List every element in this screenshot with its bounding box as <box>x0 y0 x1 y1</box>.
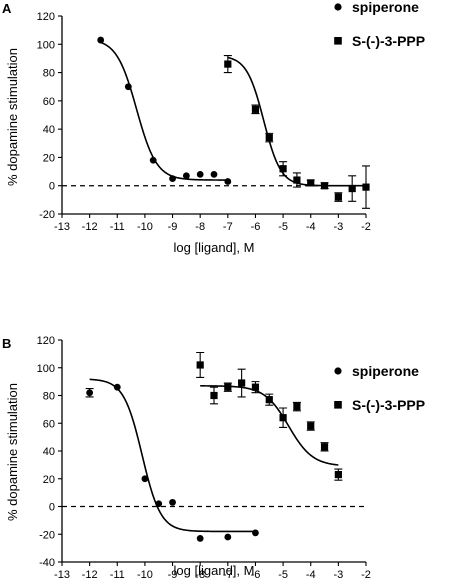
y-tick-label: -20 <box>39 209 55 221</box>
x-tick-label: -5 <box>278 569 288 578</box>
ppp-data-point <box>293 403 301 411</box>
y-tick-label: 0 <box>49 181 55 193</box>
legend-label-ppp: S-(-)-3-PPP <box>352 397 425 413</box>
legend-marker-spiperone <box>334 367 342 375</box>
ppp-data-point <box>210 391 218 400</box>
ppp-data-point <box>307 422 315 430</box>
ppp-data-point <box>293 176 301 184</box>
spiperone-data-point <box>210 171 218 178</box>
spiperone-data-point <box>86 389 94 397</box>
ppp-data-point <box>251 383 260 391</box>
ppp-data-point <box>265 396 273 404</box>
x-tick-label: -5 <box>278 221 288 233</box>
spiperone-data-point <box>196 535 204 542</box>
y-tick-label: -40 <box>39 557 55 569</box>
spiperone-data-point <box>149 156 157 164</box>
x-tick-label: -11 <box>110 569 125 578</box>
ppp-data-point <box>265 134 273 142</box>
legend-marker-ppp <box>334 37 342 45</box>
legend-label-spiperone: spiperone <box>352 363 419 379</box>
legend-marker-ppp <box>334 401 342 409</box>
x-tick-label: -12 <box>82 569 98 578</box>
spiperone-fit-curve <box>100 41 228 181</box>
x-tick-label: -13 <box>54 569 70 578</box>
ppp-data-point <box>196 361 204 369</box>
legend-label-spiperone: spiperone <box>352 0 419 15</box>
x-tick-label: -7 <box>223 569 233 578</box>
spiperone-data-point <box>224 533 232 541</box>
legend-label-ppp: S-(-)-3-PPP <box>352 33 425 49</box>
y-tick-label: 40 <box>43 446 55 458</box>
x-tick-label: -6 <box>251 221 261 233</box>
x-tick-label: -6 <box>251 569 261 578</box>
y-tick-label: 100 <box>37 39 55 51</box>
x-tick-label: -11 <box>110 221 125 233</box>
x-axis-label: log [ligand], M <box>174 240 255 255</box>
spiperone-data-point <box>196 171 204 178</box>
x-tick-label: -4 <box>306 569 316 578</box>
spiperone-data-point <box>155 500 163 508</box>
y-tick-label: 60 <box>43 96 55 108</box>
ppp-data-point <box>279 414 287 422</box>
spiperone-data-point <box>252 529 259 537</box>
spiperone-data-point <box>169 175 176 183</box>
x-tick-label: -10 <box>137 569 153 578</box>
y-tick-label: 120 <box>37 335 55 347</box>
ppp-data-point <box>279 165 287 173</box>
x-tick-label: -9 <box>168 569 178 578</box>
x-axis-label: log [ligand], M <box>174 563 255 578</box>
spiperone-data-point <box>113 383 121 391</box>
spiperone-fit-curve <box>89 378 256 533</box>
y-tick-label: 20 <box>43 474 55 486</box>
y-tick-label: 40 <box>43 124 55 136</box>
y-axis-label: % dopamine stimulation <box>5 48 20 186</box>
x-tick-label: -7 <box>223 221 233 233</box>
spiperone-data-point <box>97 36 105 44</box>
chart-panel-b: B -13 -12 -11 -10 -9 -8 -7 -6 -5 -4 -3 -2 -40 -20 0 20 40… <box>2 335 425 578</box>
x-tick-label: -13 <box>54 221 70 233</box>
y-tick-label: 80 <box>43 391 55 403</box>
x-tick-label: -3 <box>333 569 343 578</box>
ppp-data-point <box>320 443 329 451</box>
y-tick-label: 120 <box>37 11 55 23</box>
ppp-data-point <box>362 183 370 191</box>
ppp-data-point <box>251 105 260 113</box>
chart-panel-a: A -13 -12 -11 -10 -9 -8 -7 -6 -5 -4 -3 -2 -20 0 20 40 60 8… <box>2 0 425 255</box>
spiperone-data-point <box>224 178 232 185</box>
ppp-data-point <box>334 193 342 201</box>
y-axis-label: % dopamine stimulation <box>5 383 20 521</box>
y-tick-label: 80 <box>43 68 55 80</box>
x-tick-label: -3 <box>333 221 343 233</box>
spiperone-data-point <box>124 83 132 91</box>
y-tick-label: 100 <box>37 363 55 375</box>
x-tick-label: -10 <box>137 221 153 233</box>
ppp-data-point <box>307 179 315 187</box>
legend-marker-spiperone <box>334 3 342 11</box>
y-tick-label: -20 <box>39 529 55 541</box>
ppp-data-point <box>224 383 232 391</box>
x-tick-label: -2 <box>361 221 371 233</box>
y-tick-label: 60 <box>43 418 55 430</box>
ppp-data-point <box>224 60 232 68</box>
ppp-data-point <box>348 184 356 193</box>
x-tick-label: -4 <box>306 221 316 233</box>
panel-label: A <box>2 1 12 16</box>
y-tick-label: 20 <box>43 152 55 164</box>
spiperone-data-point <box>169 498 176 506</box>
panel-label: B <box>2 336 11 351</box>
ppp-data-point <box>238 379 246 387</box>
spiperone-data-point <box>182 172 190 180</box>
x-tick-label: -8 <box>195 569 205 578</box>
x-tick-label: -9 <box>168 221 178 233</box>
y-tick-label: 0 <box>49 502 55 514</box>
x-tick-label: -12 <box>82 221 98 233</box>
ppp-data-point <box>320 182 329 190</box>
x-tick-label: -8 <box>195 221 205 233</box>
spiperone-data-point <box>141 475 149 483</box>
ppp-data-point <box>334 470 342 479</box>
x-tick-label: -2 <box>361 569 371 578</box>
ppp-fit-curve <box>227 56 366 187</box>
